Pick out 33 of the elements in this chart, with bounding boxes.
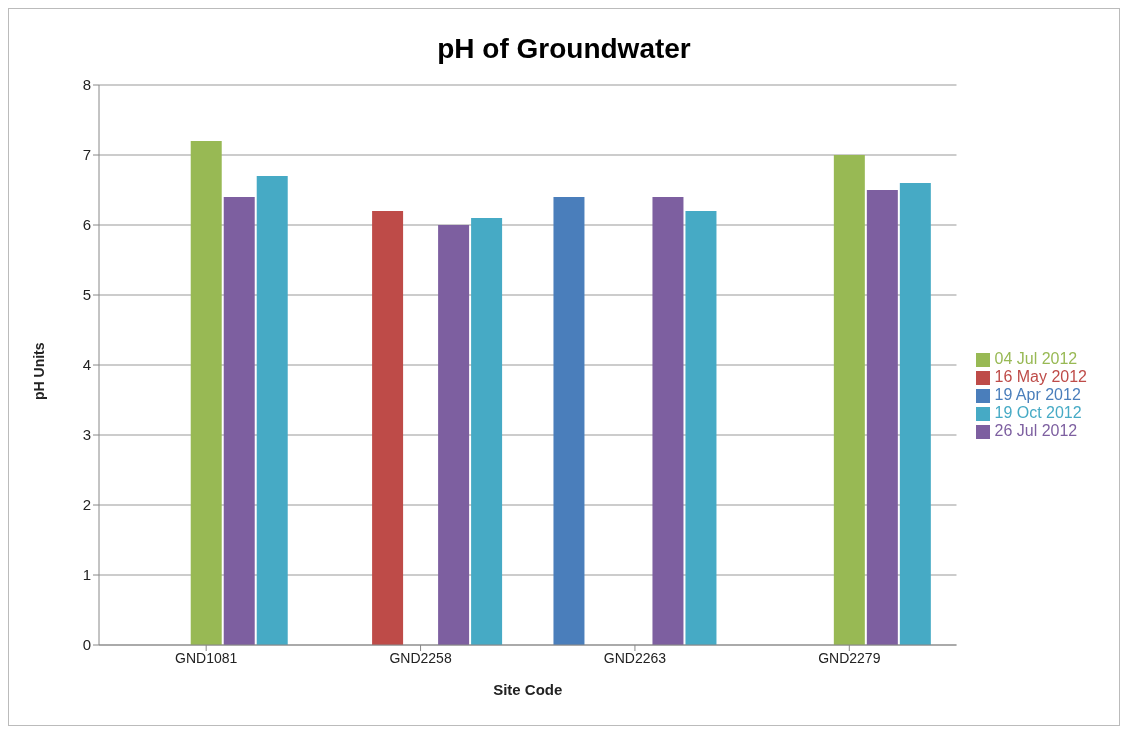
- bar: [553, 197, 585, 645]
- y-axis-title: pH Units: [30, 342, 47, 400]
- y-tick-label: 1: [82, 566, 91, 584]
- bar: [438, 225, 470, 645]
- bar: [190, 141, 222, 645]
- x-tick-label: GND2279: [818, 649, 881, 666]
- bar: [685, 211, 717, 645]
- legend-label: 26 Jul 2012: [994, 422, 1078, 439]
- bar: [256, 176, 288, 645]
- x-tick-label: GND2263: [603, 649, 667, 666]
- bar: [652, 197, 684, 645]
- y-tick-label: 3: [82, 426, 91, 444]
- bar: [223, 197, 255, 645]
- y-tick-label: 0: [82, 636, 91, 654]
- y-tick-label: 7: [82, 146, 91, 164]
- y-tick-label: 6: [82, 216, 91, 234]
- bar: [866, 190, 898, 645]
- x-tick-label: GND1081: [175, 649, 238, 666]
- y-tick-label: 5: [82, 286, 91, 304]
- bar: [471, 218, 503, 645]
- legend-label: 04 Jul 2012: [994, 350, 1078, 367]
- bar: [372, 211, 404, 645]
- y-tick-label: 8: [82, 76, 91, 94]
- x-tick-label: GND2258: [389, 649, 452, 666]
- bar: [899, 183, 931, 645]
- y-tick-label: 2: [82, 496, 91, 514]
- legend-label: 19 Oct 2012: [994, 404, 1082, 421]
- legend-label: 16 May 2012: [994, 368, 1087, 385]
- chart-title: pH of Groundwater: [436, 33, 692, 65]
- bar: [833, 155, 865, 645]
- x-axis-title: Site Code: [493, 681, 563, 698]
- legend-label: 19 Apr 2012: [994, 386, 1081, 403]
- y-tick-label: 4: [82, 356, 91, 374]
